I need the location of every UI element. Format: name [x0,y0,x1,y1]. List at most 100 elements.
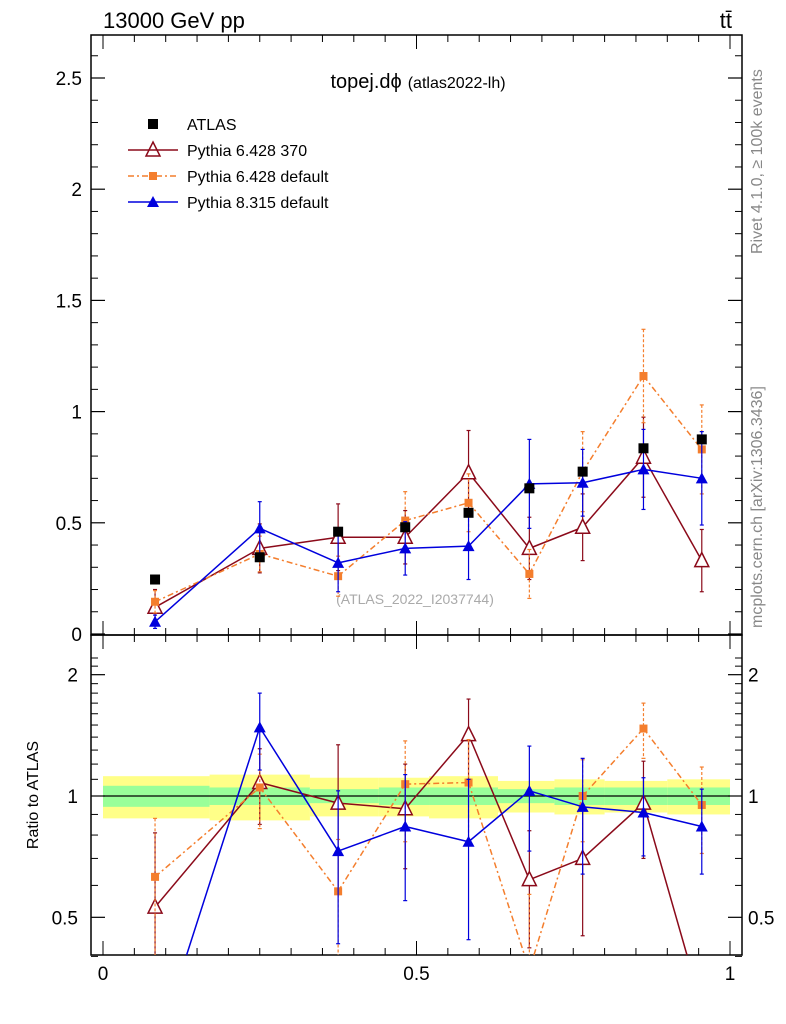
legend-item-py6-default: Pythia 6.428 default [128,169,329,186]
main-point [400,522,411,533]
ratio-ytick-label-left: 1 [67,787,78,808]
legend-label-py6-370: Pythia 6.428 370 [187,143,307,160]
ratio-series [146,692,708,956]
ratio-point [637,806,650,818]
ratio-segment [338,802,406,810]
ratio-segment [259,787,339,892]
main-segment [529,482,583,485]
main-point [524,483,535,494]
main-segment [528,471,584,575]
legend: ATLAS Pythia 6.428 370 Pythia 6.428 defa… [128,117,329,212]
main-segment [529,526,583,550]
main-point [462,540,475,552]
legend-item-atlas: ATLAS [148,117,237,134]
legend-marker-py6-370 [144,140,162,157]
legend-marker-py8-default [147,196,159,207]
main-segment [582,375,645,473]
ratio-point [253,721,266,733]
legend-marker-py6-default [149,172,157,180]
ratio-segment [529,857,583,881]
legend-item-py6-370: Pythia 6.428 370 [128,140,307,160]
main-segment [405,502,469,522]
main-point [460,463,477,480]
ratio-segment [642,802,688,956]
main-ytick-label: 1 [71,403,82,424]
ratio-series-py8-default [185,692,708,956]
ratio-ytick-label-right: 1 [748,787,759,808]
main-point [637,463,650,475]
ratio-segment [185,727,261,956]
main-segment [259,536,339,550]
ratio-segment [468,790,530,843]
ratio-ylabel: Ratio to ATLAS [25,741,42,849]
main-ytick-label: 2 [71,180,82,201]
main-watermark: (ATLAS_2022_I2037744) [336,591,494,607]
main-point [695,472,708,484]
ratio-point [460,724,477,742]
main-point [150,574,161,585]
main-segment [154,553,261,603]
main-series-atlas [150,434,707,585]
main-point [149,615,162,627]
main-title-symbol: ϕ [391,71,402,93]
main-point [576,476,589,488]
ratio-band [103,774,730,821]
ratio-ytick-label-left: 2 [67,666,78,687]
process-label: tt̄ [720,8,732,33]
ratio-segment [405,781,469,785]
main-point [577,466,588,477]
ratio-segment [154,786,261,878]
main-point [525,569,534,578]
main-title-text: topej.d [330,71,390,93]
rivet-label: Rivet 4.1.0, ≥ 100k events [749,69,766,254]
main-segment [337,519,406,577]
main-point [332,556,345,568]
ratio-point [332,845,345,857]
legend-label-py6-default: Pythia 6.428 default [187,169,329,186]
main-point [639,372,648,381]
ratio-segment [467,782,526,956]
main-ticks: 0 0.5 1 1.5 2 2.5 [56,35,742,646]
main-point [401,516,410,525]
ratio-segment [259,781,339,804]
main-segment [643,468,702,480]
main-point [574,517,591,534]
ratio-segment [529,790,583,808]
main-segment [468,483,530,547]
main-segment [154,527,261,623]
ratio-point [462,835,475,847]
main-segment [259,527,339,564]
ratio-xtick-label: 0 [98,964,109,985]
ratio-segment [337,825,406,852]
main-ytick-label: 1.5 [56,291,82,312]
ratio-segment [582,728,645,797]
main-point [151,597,160,606]
main-segment [642,375,703,450]
main-point [463,507,474,518]
ratio-panel: 0.5 0.5 1 1 2 2 0 0.5 1 Ratio to ATLAS [25,634,774,985]
ratio-ytick-label-right: 0.5 [748,908,774,929]
main-segment [404,472,470,538]
energy-label: 13000 GeV pp [103,8,245,33]
main-point [399,542,412,554]
main-segment [405,545,469,550]
ratio-point [639,724,648,733]
ratio-segment [467,734,531,880]
main-segment [337,547,406,564]
main-ytick-label: 0.5 [56,514,82,535]
main-segment [642,456,703,561]
main-ytick-label: 0 [71,625,82,646]
main-series [146,328,710,630]
main-segment [467,502,530,575]
ratio-point [399,820,412,832]
ratio-point [151,872,160,881]
main-point [254,552,265,563]
ratio-point [523,784,536,796]
main-title: topej.dϕ (atlas2022-lh) [330,71,505,93]
mcplots-label: mcplots.cern.ch [arXiv:1306.3436] [749,386,766,628]
main-point [464,498,473,507]
ratio-xtick-label: 1 [725,964,736,985]
legend-marker-atlas [148,119,158,129]
main-series-py6-default [151,328,706,614]
